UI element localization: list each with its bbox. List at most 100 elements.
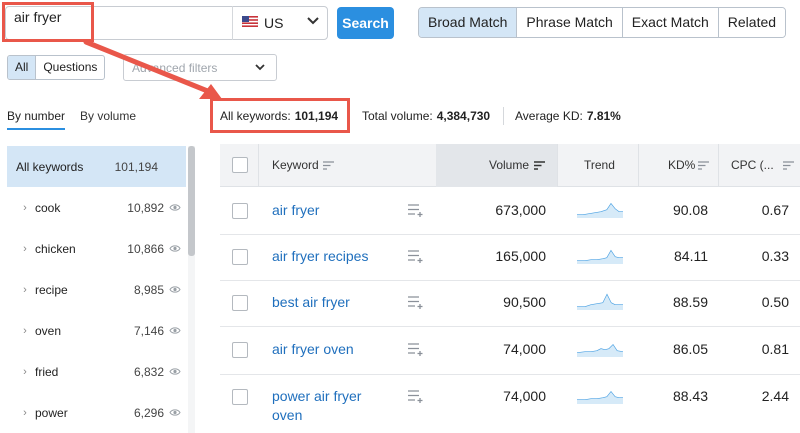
chevron-right-icon[interactable]: › bbox=[23, 283, 27, 296]
chevron-down-icon[interactable] bbox=[305, 13, 321, 29]
row-checkbox[interactable] bbox=[232, 342, 248, 358]
match-type-tabs: Broad Match Phrase Match Exact Match Rel… bbox=[418, 7, 787, 38]
keyword-link[interactable]: best air fryer bbox=[272, 294, 350, 310]
add-to-list-icon[interactable] bbox=[407, 389, 425, 403]
trend-sparkline bbox=[577, 249, 623, 264]
volume-value: 74,000 bbox=[503, 341, 546, 357]
search-button[interactable]: Search bbox=[337, 7, 394, 39]
tab-related[interactable]: Related bbox=[718, 8, 786, 37]
search-input[interactable]: air fryer bbox=[14, 9, 62, 25]
column-header-label: Volume bbox=[489, 158, 530, 172]
column-header-label: KD% bbox=[668, 158, 696, 172]
search-box[interactable] bbox=[5, 6, 328, 40]
add-to-list-icon[interactable] bbox=[407, 342, 425, 356]
row-checkbox[interactable] bbox=[232, 389, 248, 405]
sidebar-item-count: 7,146 bbox=[133, 323, 164, 338]
divider bbox=[232, 6, 233, 40]
sort-icon[interactable] bbox=[783, 161, 794, 170]
toggle-questions[interactable]: Questions bbox=[43, 60, 98, 74]
trend-sparkline bbox=[577, 343, 623, 357]
tab-exact-match[interactable]: Exact Match bbox=[622, 8, 719, 37]
cpc-value: 0.81 bbox=[761, 341, 789, 357]
sidebar-item-label: All keywords bbox=[16, 159, 84, 174]
cpc-value: 0.50 bbox=[761, 294, 789, 310]
sidebar-item-label: recipe bbox=[35, 282, 68, 297]
row-checkbox[interactable] bbox=[232, 203, 248, 219]
sidebar-item-label: power bbox=[35, 405, 68, 420]
sort-descending-icon[interactable] bbox=[534, 161, 545, 170]
column-header-keyword[interactable]: Keyword bbox=[272, 158, 319, 172]
sidebar-item-label: oven bbox=[35, 323, 62, 338]
divider bbox=[503, 107, 504, 125]
select-all-checkbox[interactable] bbox=[232, 157, 248, 173]
keyword-link[interactable]: air fryer oven bbox=[272, 341, 354, 357]
keyword-link[interactable]: power air fryer oven bbox=[272, 388, 362, 423]
question-filter-toggle: All Questions bbox=[7, 55, 106, 80]
keyword-link[interactable]: air fryer recipes bbox=[272, 248, 369, 264]
sidebar-item-chicken[interactable]: › chicken 10,866 bbox=[7, 228, 186, 269]
column-header-cpc[interactable]: CPC (... bbox=[731, 158, 774, 172]
total-volume-value: 4,384,730 bbox=[436, 109, 491, 123]
sidebar-item-fried[interactable]: › fried 6,832 bbox=[7, 351, 186, 392]
eye-icon[interactable] bbox=[164, 408, 186, 417]
add-to-list-icon[interactable] bbox=[407, 203, 425, 217]
tab-by-volume[interactable]: By volume bbox=[80, 109, 137, 123]
volume-value: 74,000 bbox=[503, 388, 546, 404]
keyword-link[interactable]: air fryer bbox=[272, 202, 320, 218]
add-to-list-icon[interactable] bbox=[407, 249, 425, 263]
column-header-trend[interactable]: Trend bbox=[584, 158, 615, 172]
row-checkbox[interactable] bbox=[232, 249, 248, 265]
chevron-right-icon[interactable]: › bbox=[23, 324, 27, 337]
cpc-value: 0.33 bbox=[761, 248, 789, 264]
average-kd-label: Average KD: bbox=[515, 109, 583, 123]
row-divider bbox=[220, 326, 800, 327]
tab-by-number[interactable]: By number bbox=[7, 109, 66, 123]
advanced-filters-dropdown[interactable] bbox=[123, 54, 277, 81]
column-divider bbox=[638, 144, 639, 187]
chevron-right-icon[interactable]: › bbox=[23, 406, 27, 419]
eye-icon[interactable] bbox=[164, 326, 186, 335]
us-flag-icon bbox=[242, 16, 258, 27]
chevron-down-icon[interactable] bbox=[253, 60, 267, 74]
database-select[interactable]: US bbox=[264, 15, 284, 31]
chevron-right-icon[interactable]: › bbox=[23, 201, 27, 214]
row-divider bbox=[220, 234, 800, 235]
sidebar-item-cook[interactable]: › cook 10,892 bbox=[7, 187, 186, 228]
sidebar-item-label: chicken bbox=[35, 241, 76, 256]
volume-value: 673,000 bbox=[495, 202, 546, 218]
sidebar-item-recipe[interactable]: › recipe 8,985 bbox=[7, 269, 186, 310]
sort-icon[interactable] bbox=[698, 161, 709, 170]
column-header-kd[interactable]: KD% bbox=[668, 158, 695, 172]
add-to-list-icon[interactable] bbox=[407, 295, 425, 309]
total-volume-stat: Total volume: 4,384,730 bbox=[362, 109, 490, 123]
sidebar-scrollbar-thumb[interactable] bbox=[188, 146, 195, 256]
trend-sparkline bbox=[577, 390, 623, 404]
volume-value: 90,500 bbox=[503, 294, 546, 310]
average-kd-value: 7.81% bbox=[586, 109, 621, 123]
tab-broad-match[interactable]: Broad Match bbox=[419, 8, 518, 37]
sidebar-scrollbar[interactable] bbox=[188, 146, 195, 433]
sidebar-item-oven[interactable]: › oven 7,146 bbox=[7, 310, 186, 351]
sort-icon[interactable] bbox=[323, 161, 334, 170]
kd-value: 90.08 bbox=[672, 202, 708, 218]
trend-sparkline bbox=[577, 293, 623, 310]
column-divider bbox=[557, 144, 558, 187]
sidebar-item-power[interactable]: › power 6,296 bbox=[7, 392, 186, 433]
total-volume-label: Total volume: bbox=[362, 109, 433, 123]
toggle-all[interactable]: All bbox=[8, 56, 37, 79]
chevron-right-icon[interactable]: › bbox=[23, 242, 27, 255]
trend-sparkline bbox=[577, 202, 623, 218]
chevron-right-icon[interactable]: › bbox=[23, 365, 27, 378]
sidebar-item-count: 10,892 bbox=[127, 200, 164, 215]
eye-icon[interactable] bbox=[164, 367, 186, 376]
eye-icon[interactable] bbox=[164, 244, 186, 253]
eye-icon[interactable] bbox=[164, 203, 186, 212]
eye-icon[interactable] bbox=[164, 285, 186, 294]
column-header-volume[interactable]: Volume bbox=[489, 158, 529, 172]
sidebar-item-all-keywords[interactable]: All keywords 101,194 bbox=[7, 146, 186, 187]
sidebar-item-label: cook bbox=[35, 200, 61, 215]
row-checkbox[interactable] bbox=[232, 295, 248, 311]
tab-phrase-match[interactable]: Phrase Match bbox=[517, 8, 623, 37]
sidebar-item-count: 10,866 bbox=[127, 241, 164, 256]
